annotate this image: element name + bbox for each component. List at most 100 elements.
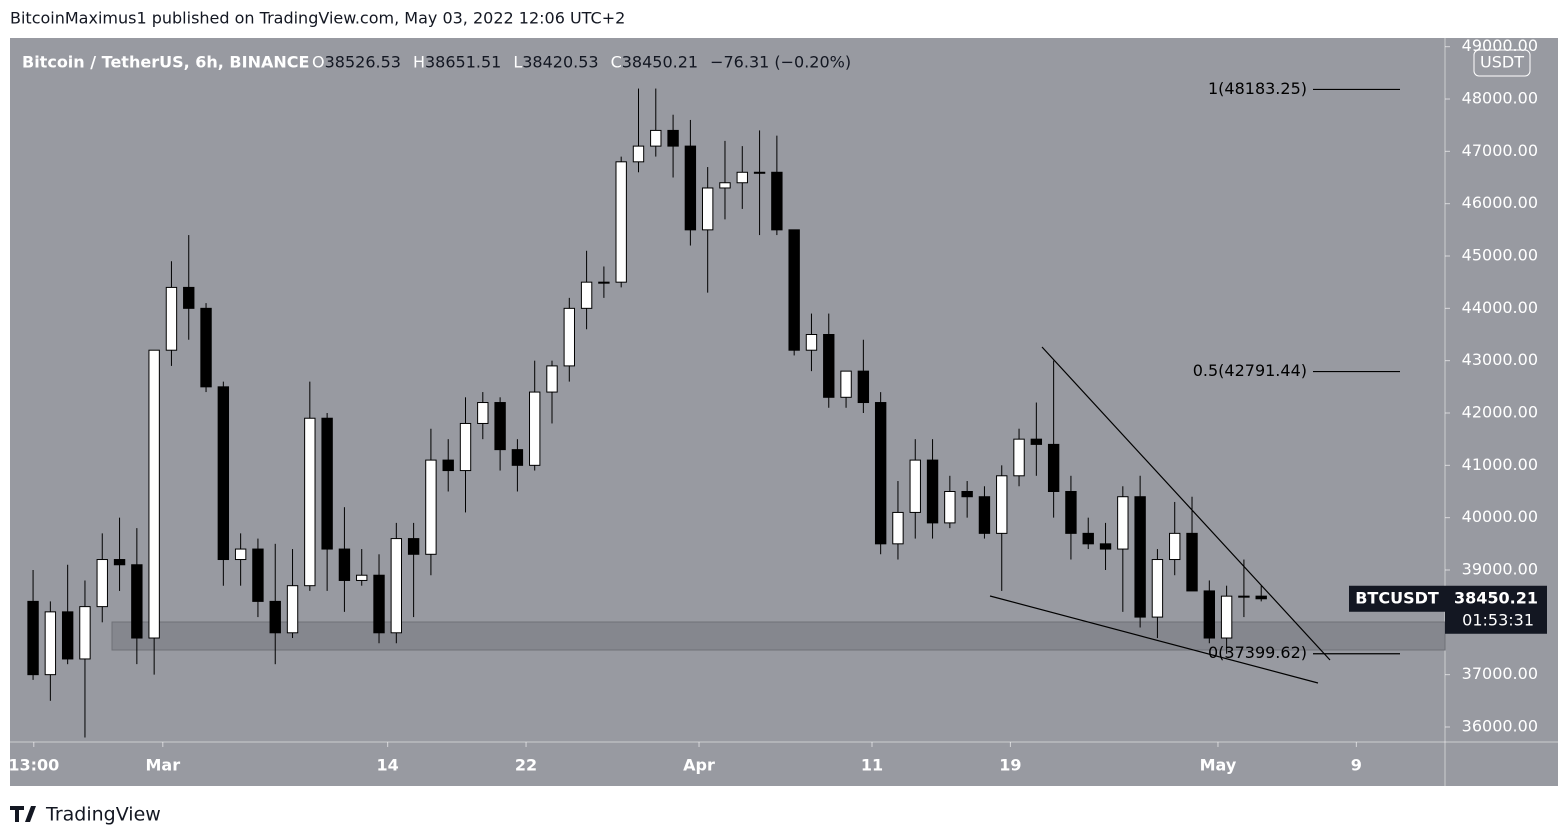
candle-body [1238,595,1250,598]
candle-body [1134,496,1146,618]
candle-body [961,490,973,498]
candle-body [1169,532,1181,561]
wedge-lower-line [989,595,1319,684]
candle-body [1203,590,1216,639]
candle-body [356,574,368,581]
candle-body [131,564,143,639]
fib-label: 0.5(42791.44) [1193,361,1307,380]
candle-body [286,585,299,634]
candle-body [1082,532,1094,545]
candle-body [165,286,178,351]
candle-body [598,281,610,284]
candle-body [442,459,454,472]
candle-body [390,538,403,634]
candle-body [321,417,333,550]
candle-body [27,600,39,676]
candle-body [684,145,697,231]
x-tick-label: Mar [145,756,180,775]
y-tick-label: 43000.00 [1462,350,1538,369]
y-tick-label: 36000.00 [1462,716,1538,735]
currency: USDT [1480,53,1524,72]
candle-body [1030,438,1043,445]
candle-body [1065,490,1077,534]
candle-body [650,129,662,147]
candle-body [667,129,679,147]
candles [27,88,1267,738]
candle-body [338,548,351,581]
candle-body [736,171,748,184]
candle-body [217,386,230,561]
candle-body [632,145,645,163]
candle-body [373,574,385,634]
candle-body [459,422,472,472]
chart-background [10,38,1558,786]
candle-body [511,449,524,466]
x-tick-label: 19 [999,756,1021,775]
x-tick-label: 13:00 [8,756,59,775]
candle-body [1255,595,1267,600]
countdown: 01:53:31 [1462,610,1534,629]
candle-body [753,171,766,174]
ticker-box [1349,585,1445,612]
fib-label: 1(48183.25) [1208,79,1307,98]
x-tick-label: Apr [683,756,715,775]
logo-mark [10,806,36,822]
ohlc-value: 38526.53 [325,53,401,72]
change: −76.31 (−0.20%) [710,53,851,72]
y-tick-label: 40000.00 [1462,507,1538,526]
ohlc-letter: O [312,53,325,72]
candle-body [61,611,74,660]
candle-body [823,334,835,398]
candle-body [615,161,627,283]
candle-body [805,334,818,351]
candle-body [909,459,921,513]
y-tick-label: 44000.00 [1462,298,1538,317]
wedge-upper-line [1041,346,1331,661]
candle-body [874,402,887,545]
ohlc-value: 38450.21 [622,53,698,72]
candle-body [996,475,1008,534]
candle-body [563,307,575,367]
footer: TradingView [45,804,161,826]
candle-body [96,559,108,608]
ohlc-value: 38420.53 [522,53,598,72]
candle-body [425,459,437,555]
candle-body [477,402,489,424]
candle-body [892,511,904,545]
candle-body [1220,595,1233,639]
candle-body [148,349,160,639]
price-box [1445,585,1547,634]
candle-body [771,171,783,231]
y-tick-label: 37000.00 [1462,664,1538,683]
candle-body [529,391,541,466]
fib-label: 0(37399.62) [1208,643,1307,662]
symbol: Bitcoin / TetherUS, 6h, BINANCE [22,53,309,72]
candle-body [494,402,506,451]
currency-box[interactable] [1473,49,1531,77]
candle-body [978,496,991,534]
candle-body [719,182,731,189]
last-price: 38450.21 [1454,588,1538,607]
ohlc-letter: H [413,53,425,72]
x-tick-label: 9 [1351,756,1362,775]
byline: BitcoinMaximus1 published on TradingView… [10,9,625,28]
candle-body [1099,543,1112,550]
overlay: 1(48183.25) 0.5(42791.44) 0(37399.62) [1193,79,1400,662]
y-tick-label: 41000.00 [1462,455,1538,474]
ohlc-value: 38651.51 [425,53,501,72]
x-tick-label: May [1200,756,1237,775]
candle-body [580,281,593,309]
candle-body [269,600,281,634]
candle-body [926,459,939,524]
candle-body [1186,532,1198,592]
candle-body [407,538,420,555]
candle-body [79,606,91,660]
candle-body [944,490,956,524]
logo: TradingView [10,804,161,826]
y-tick-label: 45000.00 [1462,246,1538,265]
y-tick-label: 47000.00 [1462,141,1538,160]
candle-body [840,370,852,398]
y-tick-label: 42000.00 [1462,402,1538,421]
candle-body [1013,438,1025,477]
